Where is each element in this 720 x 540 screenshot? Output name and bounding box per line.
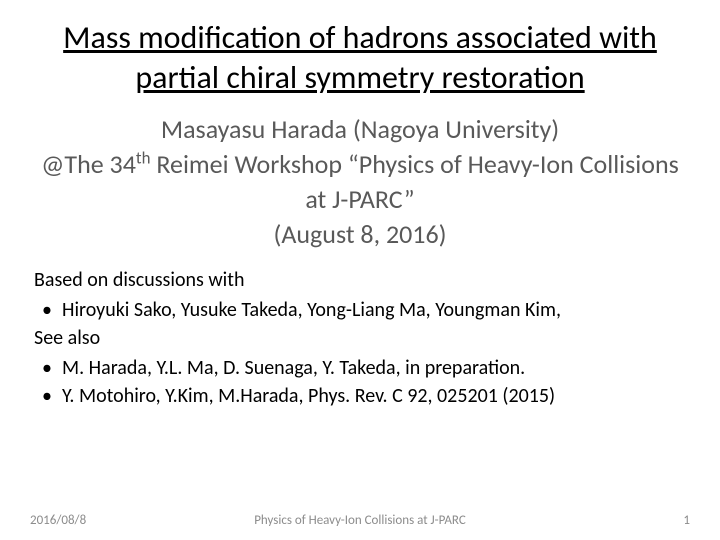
- list-item: Y. Motohiro, Y.Kim, M.Harada, Phys. Rev.…: [34, 382, 686, 410]
- venue-sup: th: [136, 147, 151, 168]
- slide-container: Mass modification of hadrons associated …: [0, 0, 720, 540]
- see-also-label: See also: [34, 324, 686, 352]
- author-block: Masayasu Harada (Nagoya University) @The…: [30, 112, 690, 252]
- collaborator-list: Hiroyuki Sako, Yusuke Takeda, Yong-Liang…: [34, 296, 686, 324]
- list-item: Hiroyuki Sako, Yusuke Takeda, Yong-Liang…: [34, 296, 686, 324]
- based-intro: Based on discussions with: [34, 266, 686, 294]
- reference-list: M. Harada, Y.L. Ma, D. Suenaga, Y. Taked…: [34, 354, 686, 410]
- author-line: Masayasu Harada (Nagoya University): [30, 112, 690, 147]
- venue-suffix: Reimei Workshop “Physics of Heavy-Ion Co…: [150, 148, 678, 215]
- date-line: (August 8, 2016): [30, 217, 690, 252]
- list-item: M. Harada, Y.L. Ma, D. Suenaga, Y. Taked…: [34, 354, 686, 382]
- slide-footer: 2016/08/8 Physics of Heavy-Ion Collision…: [0, 513, 720, 528]
- based-on-block: Based on discussions with Hiroyuki Sako,…: [30, 266, 690, 410]
- venue-line: @The 34th Reimei Workshop “Physics of He…: [30, 147, 690, 217]
- footer-center: Physics of Heavy-Ion Collisions at J-PAR…: [254, 513, 466, 528]
- slide-title: Mass modification of hadrons associated …: [30, 18, 690, 98]
- footer-page-number: 1: [683, 513, 690, 528]
- footer-date: 2016/08/8: [30, 513, 86, 528]
- venue-prefix: @The 34: [41, 148, 136, 180]
